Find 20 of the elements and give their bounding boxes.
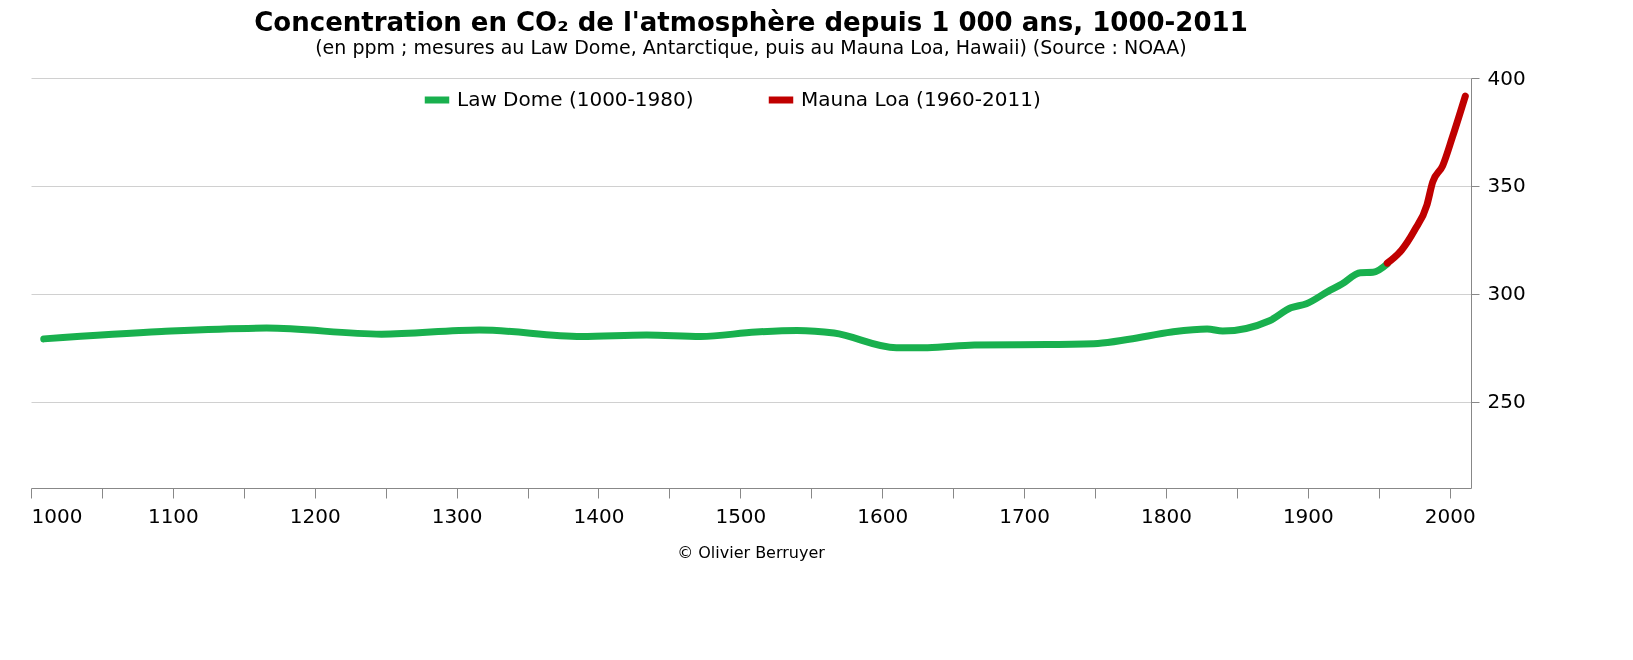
x-tick-label: 1600	[857, 503, 909, 528]
y-tick-label: 300	[1487, 281, 1526, 306]
y-tick-label: 250	[1487, 389, 1526, 414]
y-tick-label: 400	[1487, 65, 1526, 90]
text: © Olivier Berruyer	[677, 543, 826, 562]
chart-subtitle: (en ppm ; mesures au Law Dome, Antarctique, puis au Mauna Loa, Hawaii) (Source : NOAA)	[315, 36, 1187, 58]
x-tick-label: 1400	[573, 503, 625, 528]
x-tick-label: 1700	[999, 503, 1051, 528]
x-tick-label: 2000	[1424, 503, 1476, 528]
x-tick-label: 1000	[31, 503, 83, 528]
y-tick-label: 350	[1487, 173, 1526, 198]
x-tick-label: 1900	[1282, 503, 1334, 528]
x-tick-label: 1300	[431, 503, 483, 528]
x-tick-label: 1100	[147, 503, 199, 528]
chart-title: Concentration en CO₂ de l'atmosphère depuis 1 000 ans, 1000-2011	[254, 7, 1248, 37]
x-tick-label: 1800	[1141, 503, 1192, 528]
x-tick-label: 1200	[289, 503, 341, 528]
legend-label: Law Dome (1000-1980)	[457, 87, 694, 111]
legend-label: Mauna Loa (1960-2011)	[801, 87, 1041, 111]
x-tick-label: 1500	[715, 503, 767, 528]
